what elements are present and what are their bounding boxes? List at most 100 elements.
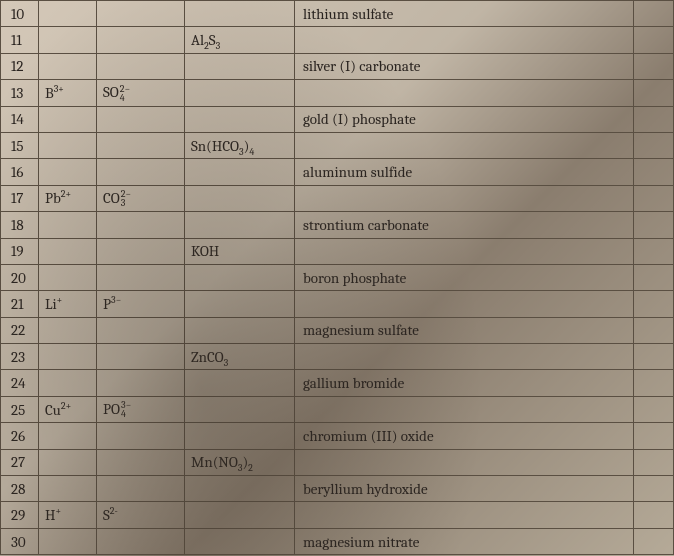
table-row: 15Sn(HCO3)4 [1,132,674,158]
trailing-cell [634,53,674,79]
table-row: 14 gold (I) phosphate [1,106,674,132]
anion-cell: CO2−3 [97,185,185,211]
row-number-cell: 26 [1,423,39,449]
row-number-cell: 29 [1,502,39,528]
anion-cell: PO3−4 [97,396,185,422]
table-row: 23 ZnCO3 [1,344,674,370]
cation-cell [39,27,97,53]
formula-cell: ZnCO3 [185,344,295,370]
trailing-cell [634,291,674,317]
table-row: 22 magnesium sulfate [1,317,674,343]
table-row: 27 Mn(NO3)2 [1,449,674,475]
table-row: 29H+S2- [1,502,674,528]
compound-name-cell [295,502,634,528]
compound-name-cell: aluminum sulfide [295,159,634,185]
formula-cell [185,1,295,27]
trailing-cell [634,185,674,211]
cation-cell: H+ [39,502,97,528]
anion-cell [97,1,185,27]
table-row: 10lithium sulfate [1,1,674,27]
row-number-cell: 13 [1,80,39,106]
formula-cell [185,476,295,502]
formula-cell [185,53,295,79]
row-number-cell: 15 [1,132,39,158]
trailing-cell [634,528,674,554]
compound-name-cell: chromium (III) oxide [295,423,634,449]
trailing-cell [634,238,674,264]
anion-cell [97,423,185,449]
row-number-cell: 19 [1,238,39,264]
trailing-cell [634,27,674,53]
anion-cell [97,53,185,79]
compound-name-cell: magnesium sulfate [295,317,634,343]
cation-cell: Pb2+ [39,185,97,211]
table-row: 24gallium bromide [1,370,674,396]
anion-cell [97,528,185,554]
cation-cell [39,476,97,502]
cation-cell [39,212,97,238]
anion-cell: SO2−4 [97,80,185,106]
compound-name-cell [295,185,634,211]
anion-cell [97,132,185,158]
cation-cell [39,159,97,185]
row-number-cell: 20 [1,264,39,290]
row-number-cell: 22 [1,317,39,343]
formula-cell: KOH [185,238,295,264]
table-row: 12silver (I) carbonate [1,53,674,79]
anion-cell [97,212,185,238]
table-row: 21Li+P3− [1,291,674,317]
compound-name-cell: lithium sulfate [295,1,634,27]
row-number-cell: 16 [1,159,39,185]
cation-cell [39,132,97,158]
anion-cell: P3− [97,291,185,317]
compound-name-cell [295,80,634,106]
trailing-cell [634,80,674,106]
row-number-cell: 23 [1,344,39,370]
compound-name-cell [295,291,634,317]
cation-cell [39,370,97,396]
formula-cell [185,159,295,185]
row-number-cell: 27 [1,449,39,475]
row-number-cell: 12 [1,53,39,79]
anion-cell [97,264,185,290]
compound-name-cell [295,396,634,422]
compound-name-cell [295,132,634,158]
table-row: 16 aluminum sulfide [1,159,674,185]
row-number-cell: 24 [1,370,39,396]
compound-name-cell: magnesium nitrate [295,528,634,554]
anion-cell [97,344,185,370]
compound-name-cell [295,27,634,53]
cation-cell [39,238,97,264]
table-row: 19 KOH [1,238,674,264]
formula-cell [185,264,295,290]
trailing-cell [634,396,674,422]
trailing-cell [634,423,674,449]
trailing-cell [634,264,674,290]
table-row: 25Cu2+PO3−4 [1,396,674,422]
formula-cell [185,291,295,317]
formula-cell: Al2S3 [185,27,295,53]
formula-cell [185,80,295,106]
trailing-cell [634,159,674,185]
anion-cell [97,370,185,396]
compound-name-cell: boron phosphate [295,264,634,290]
formula-cell [185,370,295,396]
trailing-cell [634,449,674,475]
chemistry-worksheet-table: 10lithium sulfate11Al2S312silver (I) car… [0,0,674,555]
row-number-cell: 18 [1,212,39,238]
formula-cell: Mn(NO3)2 [185,449,295,475]
row-number-cell: 21 [1,291,39,317]
trailing-cell [634,370,674,396]
row-number-cell: 14 [1,106,39,132]
formula-cell [185,317,295,343]
trailing-cell [634,317,674,343]
cation-cell: Li+ [39,291,97,317]
formula-cell [185,106,295,132]
compound-name-cell [295,449,634,475]
cation-cell [39,344,97,370]
compound-name-cell: gold (I) phosphate [295,106,634,132]
compound-name-cell: strontium carbonate [295,212,634,238]
anion-cell: S2- [97,502,185,528]
anion-cell [97,27,185,53]
trailing-cell [634,212,674,238]
